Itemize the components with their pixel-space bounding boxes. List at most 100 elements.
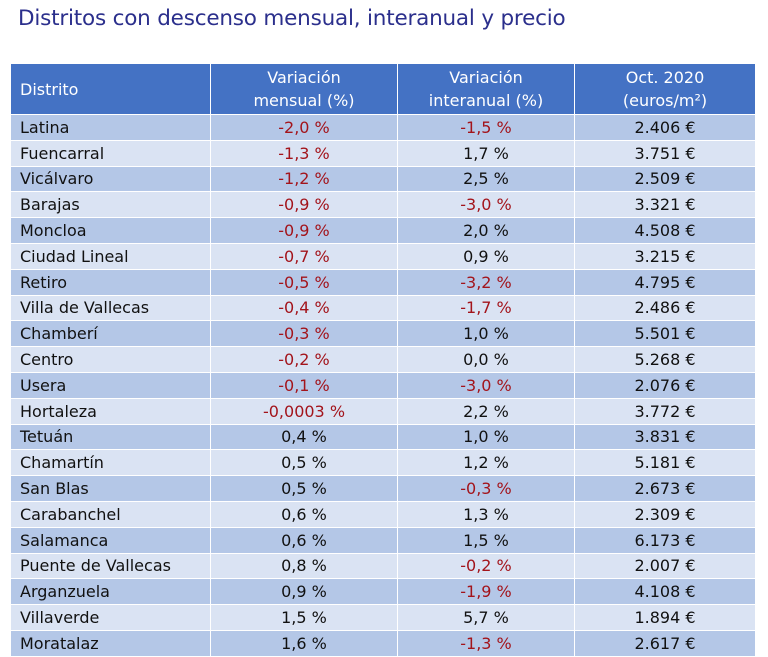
cell-variacion-interanual: -3,0 % bbox=[397, 191, 575, 219]
cell-variacion-mensual: 0,5 % bbox=[210, 449, 398, 477]
cell-variacion-interanual: 1,3 % bbox=[397, 500, 575, 528]
cell-distrito: Barajas bbox=[10, 191, 211, 219]
table-row: Fuencarral -1,3 % 1,7 % 3.751 € bbox=[10, 139, 756, 167]
cell-variacion-mensual: -0,5 % bbox=[210, 268, 398, 296]
cell-precio: 5.181 € bbox=[574, 449, 756, 477]
header-variacion-mensual: Variación mensual (%) bbox=[210, 63, 398, 115]
cell-precio: 1.894 € bbox=[574, 604, 756, 631]
cell-variacion-mensual: -0,4 % bbox=[210, 294, 398, 322]
cell-distrito: Centro bbox=[10, 346, 211, 373]
table-row: Hortaleza -0,0003 % 2,2 % 3.772 € bbox=[10, 397, 756, 425]
page-title: Distritos con descenso mensual, interanu… bbox=[18, 6, 566, 31]
cell-distrito: San Blas bbox=[10, 475, 211, 502]
cell-distrito: Usera bbox=[10, 371, 211, 399]
cell-variacion-mensual: 0,6 % bbox=[210, 526, 398, 554]
cell-precio: 3.751 € bbox=[574, 139, 756, 167]
table-row: Usera -0,1 % -3,0 % 2.076 € bbox=[10, 371, 756, 399]
cell-variacion-interanual: 2,2 % bbox=[397, 397, 575, 425]
cell-precio: 4.795 € bbox=[574, 268, 756, 296]
table-body: Latina -2,0 % -1,5 % 2.406 € Fuencarral -1,3 … bbox=[10, 114, 756, 657]
cell-variacion-interanual: 1,5 % bbox=[397, 526, 575, 554]
cell-distrito: Moncloa bbox=[10, 217, 211, 244]
cell-precio: 2.007 € bbox=[574, 552, 756, 580]
cell-variacion-interanual: 1,2 % bbox=[397, 449, 575, 477]
cell-variacion-interanual: 5,7 % bbox=[397, 604, 575, 631]
cell-variacion-mensual: -0,9 % bbox=[210, 217, 398, 244]
cell-variacion-mensual: 1,5 % bbox=[210, 604, 398, 631]
cell-distrito: Chamberí bbox=[10, 320, 211, 348]
cell-precio: 6.173 € bbox=[574, 526, 756, 554]
table-row: Moratalaz 1,6 % -1,3 % 2.617 € bbox=[10, 629, 756, 657]
cell-precio: 2.673 € bbox=[574, 475, 756, 502]
cell-variacion-mensual: -1,2 % bbox=[210, 165, 398, 193]
cell-precio: 2.076 € bbox=[574, 371, 756, 399]
cell-variacion-interanual: 1,0 % bbox=[397, 423, 575, 451]
table-row: Moncloa -0,9 % 2,0 % 4.508 € bbox=[10, 217, 756, 244]
header-distrito: Distrito bbox=[10, 63, 211, 115]
table-row: Chamartín 0,5 % 1,2 % 5.181 € bbox=[10, 449, 756, 477]
cell-distrito: Latina bbox=[10, 114, 211, 141]
table-row: Ciudad Lineal -0,7 % 0,9 % 3.215 € bbox=[10, 242, 756, 270]
cell-variacion-mensual: 0,4 % bbox=[210, 423, 398, 451]
cell-variacion-mensual: -0,1 % bbox=[210, 371, 398, 399]
cell-variacion-mensual: -0,9 % bbox=[210, 191, 398, 219]
cell-distrito: Chamartín bbox=[10, 449, 211, 477]
cell-precio: 5.501 € bbox=[574, 320, 756, 348]
cell-precio: 2.617 € bbox=[574, 629, 756, 657]
table-row: Vicálvaro -1,2 % 2,5 % 2.509 € bbox=[10, 165, 756, 193]
cell-variacion-mensual: -0,7 % bbox=[210, 242, 398, 270]
cell-distrito: Ciudad Lineal bbox=[10, 242, 211, 270]
table-row: Retiro -0,5 % -3,2 % 4.795 € bbox=[10, 268, 756, 296]
cell-variacion-interanual: -0,3 % bbox=[397, 475, 575, 502]
cell-variacion-mensual: -2,0 % bbox=[210, 114, 398, 141]
cell-distrito: Puente de Vallecas bbox=[10, 552, 211, 580]
header-variacion-interanual: Variación interanual (%) bbox=[397, 63, 575, 115]
table-row: Chamberí -0,3 % 1,0 % 5.501 € bbox=[10, 320, 756, 348]
cell-variacion-interanual: -3,0 % bbox=[397, 371, 575, 399]
cell-precio: 4.508 € bbox=[574, 217, 756, 244]
cell-variacion-interanual: 1,7 % bbox=[397, 139, 575, 167]
table-row: Puente de Vallecas 0,8 % -0,2 % 2.007 € bbox=[10, 552, 756, 580]
cell-precio: 3.321 € bbox=[574, 191, 756, 219]
table-row: Villaverde 1,5 % 5,7 % 1.894 € bbox=[10, 604, 756, 631]
table-header: Distrito Variación mensual (%) Variación i… bbox=[10, 63, 756, 115]
cell-distrito: Carabanchel bbox=[10, 500, 211, 528]
cell-variacion-interanual: -1,5 % bbox=[397, 114, 575, 141]
cell-distrito: Villa de Vallecas bbox=[10, 294, 211, 322]
table-row: Tetuán 0,4 % 1,0 % 3.831 € bbox=[10, 423, 756, 451]
cell-distrito: Vicálvaro bbox=[10, 165, 211, 193]
cell-precio: 4.108 € bbox=[574, 578, 756, 606]
cell-distrito: Arganzuela bbox=[10, 578, 211, 606]
cell-variacion-interanual: -1,3 % bbox=[397, 629, 575, 657]
cell-variacion-mensual: -1,3 % bbox=[210, 139, 398, 167]
cell-variacion-interanual: -3,2 % bbox=[397, 268, 575, 296]
cell-variacion-mensual: -0,0003 % bbox=[210, 397, 398, 425]
cell-distrito: Retiro bbox=[10, 268, 211, 296]
cell-variacion-interanual: -0,2 % bbox=[397, 552, 575, 580]
cell-variacion-mensual: -0,2 % bbox=[210, 346, 398, 373]
header-precio: Oct. 2020 (euros/m²) bbox=[574, 63, 756, 115]
cell-distrito: Fuencarral bbox=[10, 139, 211, 167]
table-row: Villa de Vallecas -0,4 % -1,7 % 2.486 € bbox=[10, 294, 756, 322]
cell-precio: 3.215 € bbox=[574, 242, 756, 270]
cell-precio: 2.509 € bbox=[574, 165, 756, 193]
table-row: Latina -2,0 % -1,5 % 2.406 € bbox=[10, 114, 756, 141]
cell-distrito: Villaverde bbox=[10, 604, 211, 631]
cell-precio: 5.268 € bbox=[574, 346, 756, 373]
table-row: San Blas 0,5 % -0,3 % 2.673 € bbox=[10, 475, 756, 502]
cell-variacion-mensual: 0,9 % bbox=[210, 578, 398, 606]
table-row: Carabanchel 0,6 % 1,3 % 2.309 € bbox=[10, 500, 756, 528]
cell-variacion-interanual: 2,5 % bbox=[397, 165, 575, 193]
cell-variacion-mensual: -0,3 % bbox=[210, 320, 398, 348]
table-row: Salamanca 0,6 % 1,5 % 6.173 € bbox=[10, 526, 756, 554]
cell-variacion-interanual: 1,0 % bbox=[397, 320, 575, 348]
cell-distrito: Tetuán bbox=[10, 423, 211, 451]
cell-variacion-mensual: 0,5 % bbox=[210, 475, 398, 502]
cell-variacion-interanual: 0,0 % bbox=[397, 346, 575, 373]
cell-variacion-interanual: 0,9 % bbox=[397, 242, 575, 270]
cell-variacion-mensual: 0,8 % bbox=[210, 552, 398, 580]
cell-variacion-mensual: 0,6 % bbox=[210, 500, 398, 528]
cell-distrito: Hortaleza bbox=[10, 397, 211, 425]
districts-table: Distrito Variación mensual (%) Variación i… bbox=[10, 63, 756, 657]
cell-distrito: Moratalaz bbox=[10, 629, 211, 657]
